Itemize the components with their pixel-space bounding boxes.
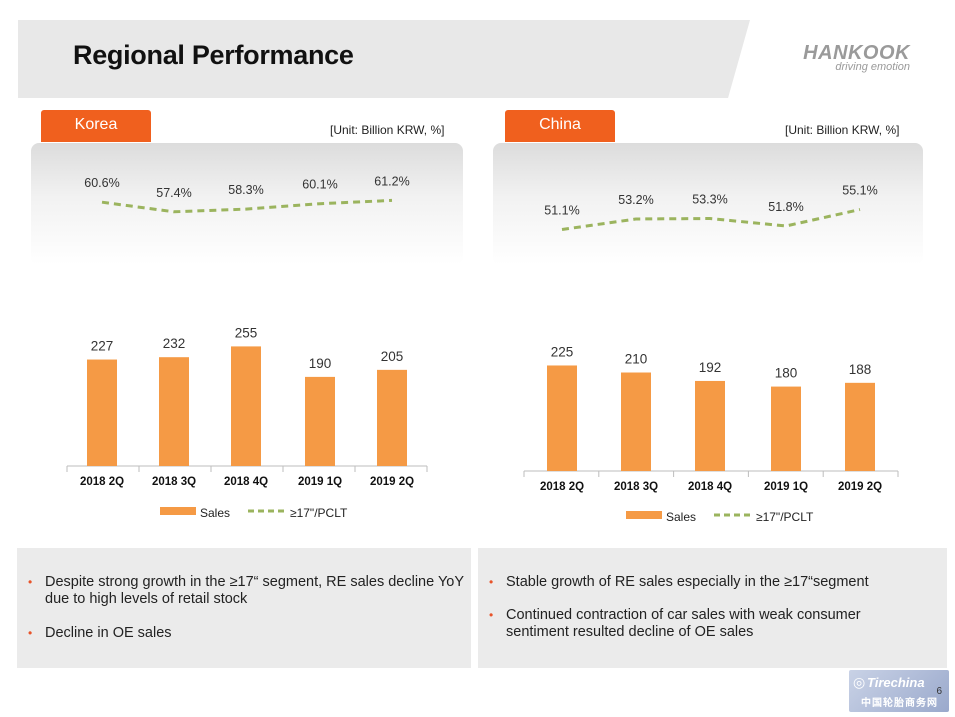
sales-bar <box>695 380 725 471</box>
bar-value-label: 190 <box>309 356 332 371</box>
unit-label-china: [Unit: Billion KRW, %] <box>785 123 900 137</box>
sales-bar <box>621 372 651 471</box>
bullet-china-2: • Continued contraction of car sales with… <box>489 607 861 640</box>
sales-bar <box>771 386 801 471</box>
trend-box-korea <box>31 143 463 265</box>
category-label: 2019 2Q <box>838 481 882 493</box>
category-label: 2018 4Q <box>688 481 732 493</box>
tab-china: China <box>505 110 615 142</box>
sales-bar <box>305 376 335 466</box>
tire-icon: ◎ <box>853 674 866 690</box>
category-label: 2018 4Q <box>224 476 268 488</box>
sales-bar <box>231 346 261 466</box>
trend-label: 51.1% <box>544 204 579 218</box>
page-title: Regional Performance <box>73 40 354 70</box>
bar-value-label: 255 <box>235 325 258 340</box>
legend-line-label: ≥17"/PCLT <box>756 510 814 524</box>
sales-bar <box>547 365 577 471</box>
unit-label-korea: [Unit: Billion KRW, %] <box>330 123 445 137</box>
sales-bar <box>377 369 407 466</box>
commentary-korea: • Despite strong growth in the ≥17“ segme… <box>17 548 471 668</box>
trend-label: 53.3% <box>692 193 727 207</box>
trend-label: 60.6% <box>84 176 119 190</box>
bar-value-label: 232 <box>163 336 186 351</box>
watermark-brand: Tirechina <box>867 675 925 690</box>
trend-line <box>561 208 861 231</box>
category-label: 2018 2Q <box>540 481 584 493</box>
category-label: 2019 2Q <box>370 476 414 488</box>
page-number: 6 <box>936 686 942 697</box>
bullet-korea-2: • Decline in OE sales <box>28 625 172 641</box>
bar-value-label: 205 <box>381 349 404 364</box>
bullet-china-1: • Stable growth of RE sales especially in… <box>489 574 869 590</box>
bullet-text: Stable growth of RE sales especially in … <box>506 574 869 590</box>
trend-label: 55.1% <box>842 184 877 198</box>
logo-brand: HANKOOK <box>803 42 910 64</box>
category-label: 2019 1Q <box>298 476 342 488</box>
trend-label: 51.8% <box>768 200 803 214</box>
legend-sales-swatch <box>626 511 662 519</box>
category-label: 2018 3Q <box>152 476 196 488</box>
logo-tagline: driving emotion <box>835 61 910 73</box>
commentary-china: • Stable growth of RE sales especially in… <box>478 548 947 668</box>
legend-sales-label: Sales <box>666 510 696 524</box>
watermark-text: 中国轮胎商务网 <box>861 698 938 709</box>
bar-value-label: 225 <box>551 344 574 359</box>
sales-bar <box>845 382 875 471</box>
sales-bar <box>159 357 189 466</box>
trend-label: 53.2% <box>618 193 653 207</box>
trend-line <box>101 198 393 214</box>
bullet-text: Continued contraction of car sales with … <box>506 607 861 640</box>
bullet-korea-1: • Despite strong growth in the ≥17“ segme… <box>28 574 464 607</box>
category-label: 2018 2Q <box>80 476 124 488</box>
bar-value-label: 180 <box>775 366 798 381</box>
legend-line-label: ≥17"/PCLT <box>290 506 348 520</box>
bullet-text: Despite strong growth in the ≥17“ segmen… <box>45 574 464 607</box>
legend-sales-label: Sales <box>200 506 230 520</box>
trend-label: 57.4% <box>156 186 191 200</box>
trend-label: 58.3% <box>228 183 263 197</box>
category-label: 2018 3Q <box>614 481 658 493</box>
tirechina-watermark: ◎ Tirechina 中国轮胎商务网 6 <box>849 670 949 712</box>
hankook-logo: HANKOOK driving emotion <box>780 42 910 73</box>
trend-label: 60.1% <box>302 178 337 192</box>
bullet-text: Decline in OE sales <box>45 625 172 641</box>
bar-value-label: 210 <box>625 352 648 367</box>
legend-sales-swatch <box>160 507 196 515</box>
bar-value-label: 192 <box>699 360 722 375</box>
sales-bar <box>87 359 117 466</box>
trend-label: 61.2% <box>374 174 409 188</box>
category-label: 2019 1Q <box>764 481 808 493</box>
tab-korea: Korea <box>41 110 151 142</box>
bar-value-label: 227 <box>91 339 114 354</box>
trend-box-china <box>493 143 923 265</box>
header-band <box>18 20 750 98</box>
bar-value-label: 188 <box>849 362 872 377</box>
